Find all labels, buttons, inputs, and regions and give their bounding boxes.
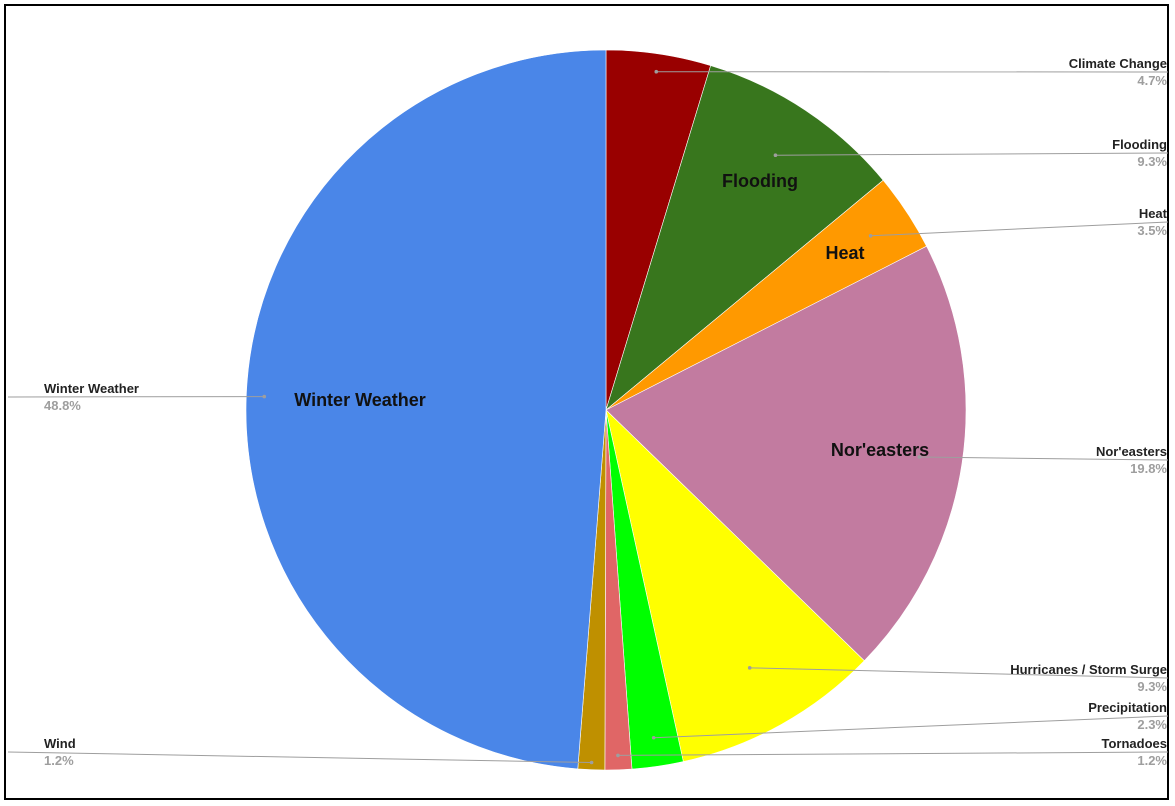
leader-dot-heat [868,234,873,238]
leader-dot-climate-change [654,69,659,74]
callout-wind: Wind 1.2% [7,736,594,768]
leader-dot-winter-weather [262,394,267,399]
leader-dot-nor-easters [917,455,922,459]
pie-slice-winter-weather [245,49,607,770]
callout-label-heat: Heat [1139,206,1168,221]
leader-line-heat [870,221,1169,237]
callout-percent-precipitation: 2.3% [1137,717,1167,732]
callout-label-hurricanes-storm-surge: Hurricanes / Storm Surge [1010,662,1167,677]
slice-inner-label-flooding: Flooding [722,171,798,191]
callout-nor-easters: Nor'easters 19.8% [917,444,1169,476]
leader-line-hurricanes-storm-surge [749,667,1169,679]
callout-flooding: Flooding 9.3% [773,137,1169,169]
callout-hurricanes-storm-surge: Hurricanes / Storm Surge 9.3% [747,662,1169,694]
callout-label-wind: Wind [44,736,76,751]
callout-percent-wind: 1.2% [44,753,74,768]
pie-slice-nor-easters [605,245,967,662]
callout-label-climate-change: Climate Change [1069,56,1167,71]
pie-slice-hurricanes-storm-surge [605,409,865,762]
leader-dot-flooding [773,153,778,158]
leader-line-tornadoes [617,751,1169,756]
leader-line-flooding [775,152,1169,156]
callout-label-precipitation: Precipitation [1088,700,1167,715]
callout-tornadoes: Tornadoes 1.2% [616,736,1169,768]
leader-dot-wind [589,760,594,765]
callout-percent-hurricanes-storm-surge: 9.3% [1137,679,1167,694]
callout-climate-change: Climate Change 4.7% [654,56,1169,88]
callout-label-tornadoes: Tornadoes [1102,736,1168,751]
callout-percent-nor-easters: 19.8% [1130,461,1167,476]
slice-inner-label-winter-weather: Winter Weather [294,390,426,410]
slice-inner-label-heat: Heat [825,243,864,263]
callout-percent-heat: 3.5% [1137,223,1167,238]
callout-label-flooding: Flooding [1112,137,1167,152]
callout-percent-climate-change: 4.7% [1137,73,1167,88]
callout-label-nor-easters: Nor'easters [1096,444,1167,459]
callout-winter-weather: Winter Weather 48.8% [7,381,267,413]
callout-precipitation: Precipitation 2.3% [651,700,1169,740]
slice-inner-label-nor-easters: Nor'easters [831,440,929,460]
callout-percent-flooding: 9.3% [1137,154,1167,169]
leader-dot-tornadoes [616,753,620,758]
leader-dot-hurricanes-storm-surge [747,666,752,670]
callout-heat: Heat 3.5% [868,206,1169,238]
leader-dot-precipitation [651,735,656,740]
pie-slice-flooding [605,65,884,411]
callout-label-winter-weather: Winter Weather [44,381,139,396]
leader-line-precipitation [653,715,1169,739]
leader-line-wind [7,751,592,764]
callout-percent-tornadoes: 1.2% [1137,753,1167,768]
callout-percent-winter-weather: 48.8% [44,398,81,413]
leader-line-nor-easters [919,456,1169,461]
